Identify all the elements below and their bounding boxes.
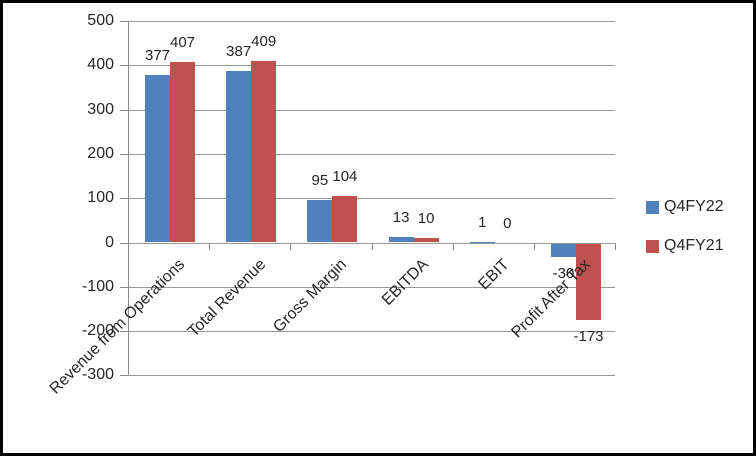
bar-q4fy21-total-revenue: [251, 61, 277, 243]
y-axis-line: [128, 21, 129, 376]
gridline: [128, 109, 615, 111]
bar-value-label: 409: [251, 33, 277, 51]
bar-q4fy22-ebitda: [388, 236, 414, 243]
gridline: [128, 65, 615, 67]
y-axis-tick: [120, 242, 128, 244]
y-axis-label: -300: [81, 366, 114, 384]
bar-value-label: 407: [169, 34, 196, 52]
bar-q4fy21-profit-after-tax: [576, 243, 601, 321]
bar-value-label: -30: [552, 264, 575, 282]
bar-value-label: 387: [226, 43, 252, 61]
bar-value-label: 0: [503, 214, 512, 232]
legend-item-q4fy21: Q4FY21: [646, 237, 724, 255]
legend: Q4FY22 Q4FY21: [646, 198, 724, 276]
y-axis-label: 300: [87, 100, 114, 118]
legend-label: Q4FY22: [664, 198, 724, 215]
y-axis-tick: [120, 153, 128, 155]
legend-swatch-q4fy22: [646, 200, 659, 214]
y-axis-label: -100: [81, 277, 114, 295]
bar-q4fy21-gross-margin: [332, 196, 358, 243]
bar-value-label: 13: [392, 208, 410, 226]
bar-value-label: 104: [332, 168, 358, 186]
legend-item-q4fy22: Q4FY22: [646, 198, 724, 216]
bar-value-label: 1: [478, 214, 487, 232]
y-axis-tick: [120, 375, 128, 377]
y-axis-label: 500: [87, 12, 114, 29]
x-axis-tick: [371, 242, 373, 250]
bar-q4fy22-revenue-from-operations: [145, 75, 170, 243]
gridline: [128, 153, 615, 155]
y-axis-tick: [120, 109, 128, 111]
y-axis-label: 100: [87, 189, 114, 207]
category-label-gross-margin: Gross Margin: [270, 255, 351, 336]
category-label-ebitda: EBITDA: [378, 255, 432, 309]
legend-label: Q4FY21: [664, 237, 724, 254]
gridline: [128, 198, 615, 200]
x-axis-tick: [128, 242, 129, 250]
x-axis-tick: [209, 242, 211, 250]
gridline: [128, 21, 615, 22]
y-axis-tick: [120, 331, 128, 333]
gridline: [128, 375, 615, 377]
y-axis-tick: [120, 21, 128, 22]
x-axis-tick: [615, 242, 617, 250]
category-label-total-revenue: Total Revenue: [184, 255, 270, 340]
bar-value-label: -173: [573, 328, 604, 346]
y-axis-label: -200: [81, 322, 114, 340]
bar-q4fy22-profit-after-tax: [551, 243, 576, 257]
y-axis-label: 200: [87, 144, 114, 162]
y-axis-tick: [120, 65, 128, 67]
bar-q4fy22-gross-margin: [307, 200, 333, 243]
gridline: [128, 242, 615, 244]
gridline: [128, 286, 615, 288]
y-axis-tick: [120, 198, 128, 200]
x-axis-tick: [452, 242, 454, 250]
bar-q4fy21-ebitda: [413, 238, 439, 243]
bar-q4fy21-revenue-from-operations: [170, 62, 195, 243]
gridline: [128, 331, 615, 333]
x-axis-tick: [534, 242, 535, 250]
bar-q4fy22-total-revenue: [226, 71, 252, 243]
bar-value-label: 10: [417, 210, 435, 228]
bar-value-label: 95: [311, 172, 329, 190]
y-axis-label: 0: [105, 233, 114, 251]
legend-swatch-q4fy21: [646, 239, 659, 253]
bar-value-label: 377: [144, 47, 171, 65]
y-axis-label: 400: [87, 56, 114, 74]
x-axis-tick: [290, 242, 292, 250]
y-axis-tick: [120, 286, 128, 288]
